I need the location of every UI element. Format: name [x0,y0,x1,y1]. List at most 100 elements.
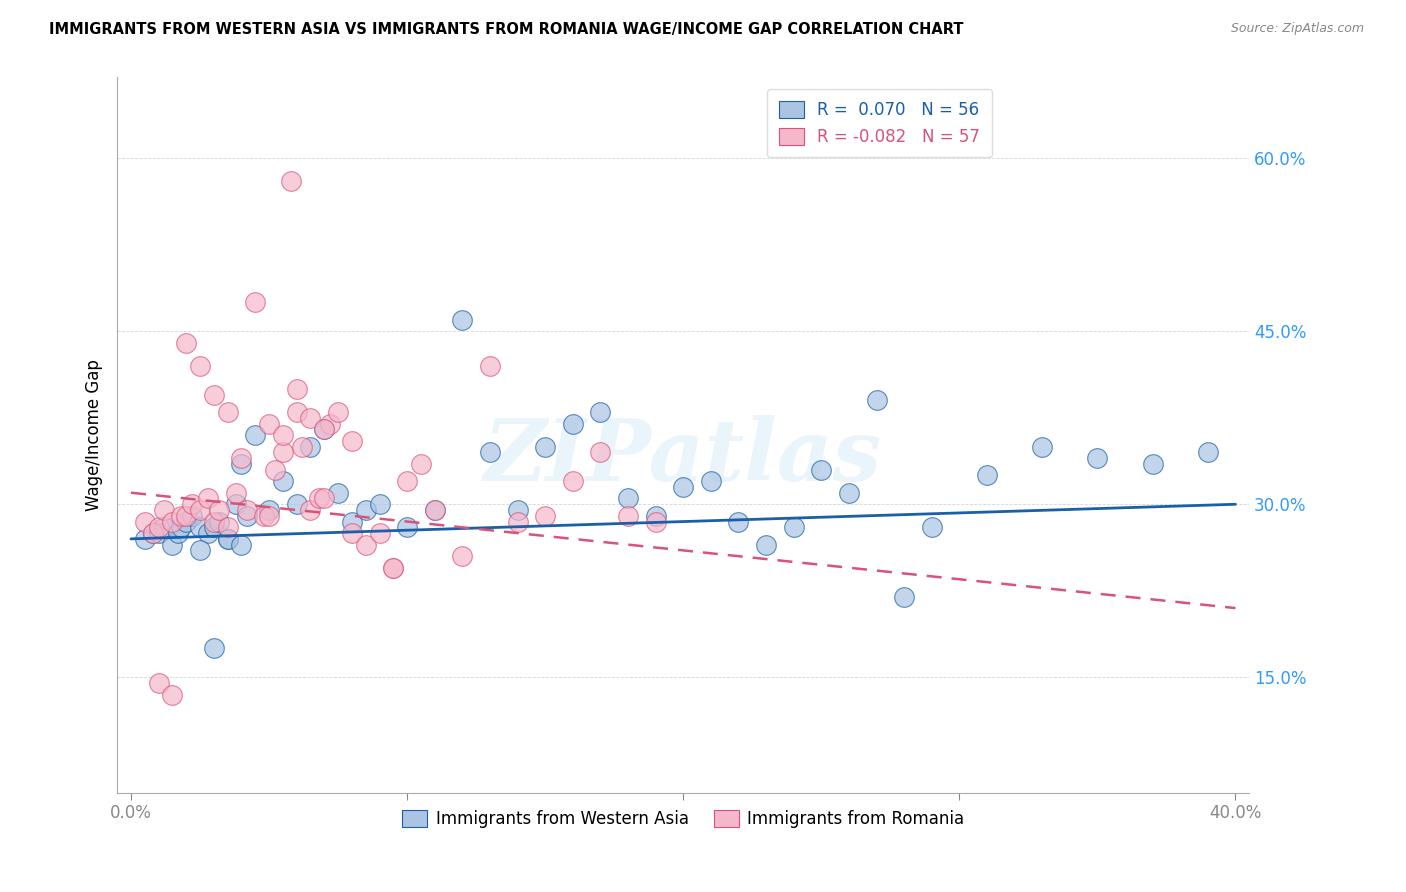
Point [285,405,308,419]
Point [170,520,193,534]
Point [382,560,405,574]
Point [326,405,349,419]
Point [285,382,308,396]
Point [217,532,239,546]
Point [314,422,336,436]
Point [271,474,294,488]
Point [700,474,723,488]
Point [225,497,247,511]
Point [589,445,612,459]
Point [245,295,267,310]
Point [299,503,322,517]
Point [291,440,314,454]
Point [257,417,280,431]
Point [142,526,165,541]
Point [170,508,193,523]
Point [174,335,197,350]
Point [1087,451,1109,466]
Point [423,503,446,517]
Point [202,387,225,401]
Point [314,422,336,436]
Point [506,515,529,529]
Point [782,520,804,534]
Point [148,520,170,534]
Point [174,515,197,529]
Point [299,410,322,425]
Point [534,508,557,523]
Point [617,508,640,523]
Point [174,508,197,523]
Point [188,520,211,534]
Point [308,491,330,506]
Point [231,538,253,552]
Point [236,508,259,523]
Point [167,526,190,541]
Point [148,676,170,690]
Point [231,451,253,466]
Point [672,480,695,494]
Point [202,520,225,534]
Point [451,549,474,564]
Point [217,405,239,419]
Point [153,503,176,517]
Point [217,520,239,534]
Point [245,428,267,442]
Y-axis label: Wage/Income Gap: Wage/Income Gap [86,359,103,511]
Point [280,174,302,188]
Point [340,526,363,541]
Point [257,508,280,523]
Point [644,515,666,529]
Point [326,485,349,500]
Point [202,515,225,529]
Point [257,503,280,517]
Point [617,491,640,506]
Point [478,445,501,459]
Text: Source: ZipAtlas.com: Source: ZipAtlas.com [1230,22,1364,36]
Point [534,440,557,454]
Point [865,393,887,408]
Point [285,497,308,511]
Point [727,515,749,529]
Point [368,526,391,541]
Point [1142,457,1164,471]
Point [396,474,419,488]
Point [188,503,211,517]
Point [208,503,231,517]
Point [263,463,285,477]
Point [142,526,165,541]
Point [409,457,432,471]
Point [354,538,377,552]
Point [561,417,583,431]
Point [252,508,274,523]
Point [271,445,294,459]
Point [1031,440,1053,454]
Legend: Immigrants from Western Asia, Immigrants from Romania: Immigrants from Western Asia, Immigrants… [395,803,970,834]
Point [162,538,184,552]
Point [921,520,943,534]
Point [506,503,529,517]
Point [644,508,666,523]
Point [755,538,778,552]
Point [197,491,219,506]
Point [197,526,219,541]
Point [180,497,202,511]
Point [134,515,156,529]
Point [396,520,419,534]
Point [382,560,405,574]
Point [148,526,170,541]
Text: ZIPatlas: ZIPatlas [484,415,883,499]
Point [314,491,336,506]
Point [451,312,474,326]
Point [134,532,156,546]
Point [271,428,294,442]
Point [162,688,184,702]
Point [589,405,612,419]
Text: IMMIGRANTS FROM WESTERN ASIA VS IMMIGRANTS FROM ROMANIA WAGE/INCOME GAP CORRELAT: IMMIGRANTS FROM WESTERN ASIA VS IMMIGRAN… [49,22,963,37]
Point [478,359,501,373]
Point [180,508,202,523]
Point [368,497,391,511]
Point [162,515,184,529]
Point [217,532,239,546]
Point [236,503,259,517]
Point [354,503,377,517]
